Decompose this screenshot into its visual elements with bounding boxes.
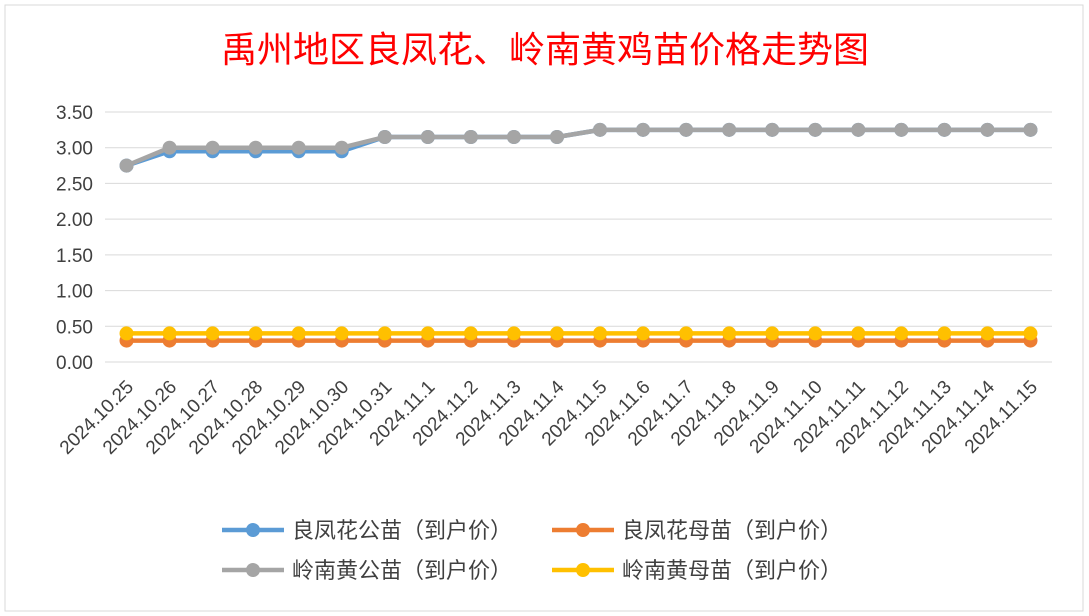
data-point [851, 122, 866, 137]
data-point [119, 326, 134, 341]
legend: 良凤花公苗（到户价） 良凤花母苗（到户价） 岭南黄公苗（到户价） 岭南黄母苗（到户价） [222, 519, 842, 584]
data-point [377, 130, 392, 144]
data-point [463, 130, 478, 144]
legend-swatch-marker [246, 563, 260, 577]
y-tick-label: 0.50 [56, 317, 93, 338]
data-point [679, 122, 694, 137]
data-point [420, 130, 435, 144]
y-tick-label: 2.00 [56, 210, 93, 231]
series-layer [119, 122, 1038, 348]
data-point [377, 326, 392, 341]
legend-item: 岭南黄公苗（到户价） [222, 559, 512, 584]
y-tick-label: 3.00 [56, 139, 93, 160]
data-point [636, 326, 651, 341]
data-point [1023, 326, 1038, 341]
data-point [463, 326, 478, 341]
data-point [894, 326, 909, 341]
data-point [248, 140, 263, 155]
legend-swatch-marker [246, 523, 260, 537]
data-point [851, 326, 866, 341]
y-tick-label: 3.50 [56, 103, 93, 124]
legend-item: 良凤花公苗（到户价） [222, 519, 512, 544]
data-point [765, 122, 780, 137]
y-tick-label: 0.00 [56, 353, 93, 374]
series-line [125, 127, 1031, 168]
data-point [679, 326, 694, 341]
chart-title: 禹州地区良凤花、岭南黄鸡苗价格走势图 [221, 30, 869, 71]
data-point [248, 326, 263, 341]
data-point [593, 122, 608, 137]
data-point [506, 130, 521, 144]
legend-item: 岭南黄母苗（到户价） [552, 559, 842, 584]
series-2 [119, 122, 1038, 173]
y-tick-label: 1.00 [56, 282, 93, 303]
data-point [937, 122, 952, 137]
data-point [808, 122, 823, 137]
legend-label: 良凤花母苗（到户价） [622, 519, 842, 544]
chart-frame [4, 4, 1084, 612]
data-point [808, 326, 823, 341]
data-point [894, 122, 909, 137]
y-tick-label: 2.50 [56, 174, 93, 195]
data-point [636, 122, 651, 137]
legend-swatch-marker [576, 523, 590, 537]
data-point [334, 140, 349, 155]
legend-label: 岭南黄母苗（到户价） [622, 559, 842, 584]
data-point [765, 326, 780, 341]
data-point [291, 140, 306, 155]
data-point [1023, 122, 1038, 137]
y-axis-ticks: 0.00 0.50 1.00 1.50 2.00 2.50 3.00 3.50 [56, 103, 93, 374]
data-point [549, 326, 564, 341]
data-point [937, 326, 952, 341]
data-point [506, 326, 521, 341]
x-axis-ticks: 2024.10.252024.10.262024.10.272024.10.28… [56, 376, 1042, 458]
data-point [593, 326, 608, 341]
data-point [722, 122, 737, 137]
legend-item: 良凤花母苗（到户价） [552, 519, 842, 544]
data-point [420, 326, 435, 341]
series-3 [119, 326, 1038, 341]
legend-label: 良凤花公苗（到户价） [292, 519, 512, 544]
y-tick-label: 1.50 [56, 246, 93, 267]
data-point [980, 122, 995, 137]
data-point [980, 326, 995, 341]
legend-swatch-marker [576, 563, 590, 577]
data-point [162, 140, 177, 155]
data-point [334, 326, 349, 341]
legend-label: 岭南黄公苗（到户价） [292, 559, 512, 584]
data-point [162, 326, 177, 341]
data-point [291, 326, 306, 341]
data-point [119, 158, 134, 173]
data-point [205, 140, 220, 155]
data-point [205, 326, 220, 341]
data-point [549, 130, 564, 144]
data-point [722, 326, 737, 341]
